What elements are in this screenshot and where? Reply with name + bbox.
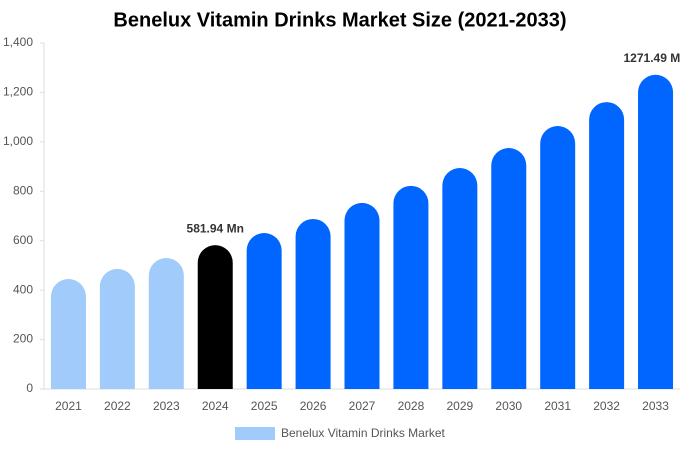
- x-tick-label: 2022: [104, 399, 131, 413]
- bar: [197, 245, 233, 389]
- y-tick-label: 200: [13, 332, 33, 346]
- x-tick-label: 2027: [349, 399, 376, 413]
- bar: [442, 168, 478, 389]
- y-tick-label: 600: [13, 233, 33, 247]
- bar: [148, 258, 184, 389]
- value-label: 581.94 Mn: [187, 221, 244, 235]
- bar: [589, 102, 625, 390]
- x-tick-label: 2033: [642, 399, 669, 413]
- y-tick-label: 800: [13, 183, 33, 197]
- bar: [246, 233, 282, 389]
- x-tick-label: 2032: [593, 399, 620, 413]
- x-tick-label: 2026: [300, 399, 327, 413]
- x-tick-label: 2029: [446, 399, 473, 413]
- x-tick-label: 2023: [153, 399, 180, 413]
- bar: [344, 202, 380, 389]
- x-tick-label: 2028: [398, 399, 425, 413]
- x-tick-label: 2031: [544, 399, 571, 413]
- bar: [393, 185, 429, 389]
- legend-label: Benelux Vitamin Drinks Market: [281, 426, 446, 440]
- value-label: 1271.49 Mn: [624, 51, 680, 65]
- x-tick-label: 2024: [202, 399, 229, 413]
- y-tick-label: 400: [13, 282, 33, 296]
- y-tick-label: 0: [26, 381, 33, 395]
- bar: [491, 148, 527, 389]
- y-tick-label: 1,400: [3, 35, 33, 49]
- bar: [540, 126, 576, 389]
- chart-title: Benelux Vitamin Drinks Market Size (2021…: [113, 9, 566, 31]
- y-tick-label: 1,200: [3, 85, 33, 99]
- bar: [50, 279, 86, 389]
- x-tick-label: 2025: [251, 399, 278, 413]
- bar: [99, 268, 135, 389]
- bar: [638, 74, 674, 390]
- bar: [295, 218, 331, 389]
- y-tick-label: 1,000: [3, 134, 33, 148]
- x-tick-label: 2021: [55, 399, 82, 413]
- legend-swatch: [235, 427, 275, 440]
- x-tick-label: 2030: [495, 399, 522, 413]
